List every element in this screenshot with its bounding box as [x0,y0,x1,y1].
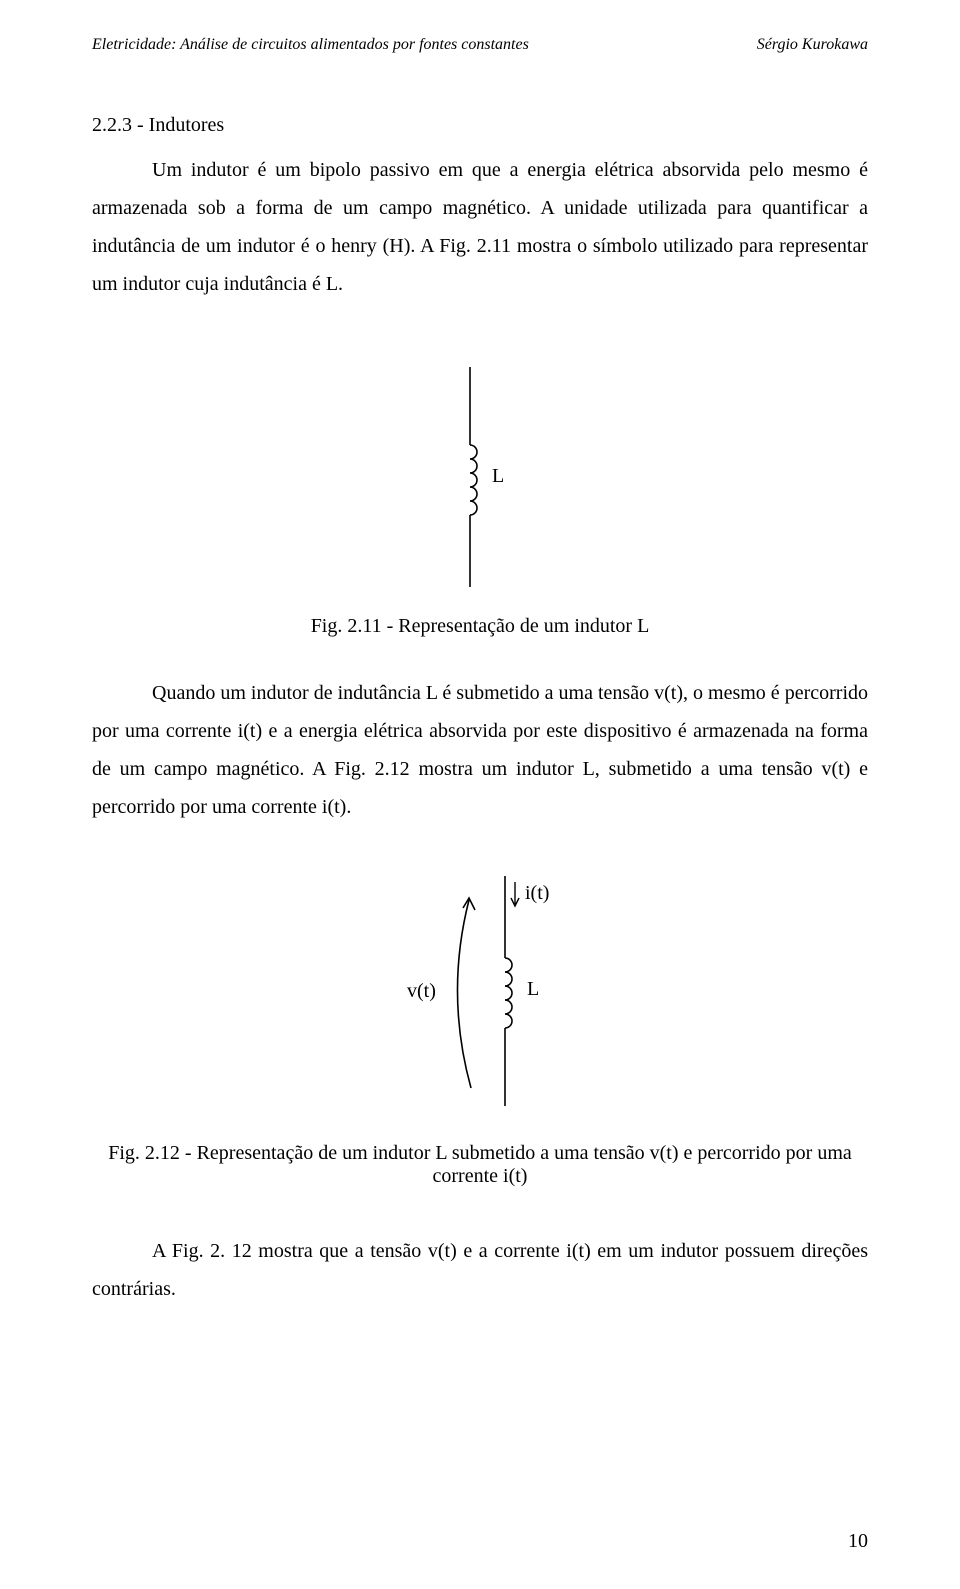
figure-2-12-caption-line2: corrente i(t) [108,1165,852,1188]
figure-2-12-caption-line1: Fig. 2.12 - Representação de um indutor … [108,1142,852,1165]
figure-2-12: i(t) L v(t) Fig. 2.12 - Representação de… [92,876,868,1188]
label-L-2: L [527,978,539,1001]
page-number: 10 [848,1530,868,1553]
paragraph-3: A Fig. 2. 12 mostra que a tensão v(t) e … [92,1232,868,1308]
paragraph-2: Quando um indutor de indutância L é subm… [92,674,868,826]
header-left: Eletricidade: Análise de circuitos alime… [92,36,529,54]
label-v-t: v(t) [407,980,436,1003]
figure-2-11: L Fig. 2.11 - Representação de um induto… [92,367,868,638]
section-title: 2.2.3 - Indutores [92,114,868,137]
inductor-symbol-icon [420,367,540,587]
figure-2-11-caption: Fig. 2.11 - Representação de um indutor … [311,615,650,638]
label-i-t: i(t) [525,882,549,905]
paragraph-1: Um indutor é um bipolo passivo em que a … [92,151,868,303]
header-right: Sérgio Kurokawa [757,36,868,54]
label-L: L [492,465,504,488]
page-header: Eletricidade: Análise de circuitos alime… [92,36,868,54]
